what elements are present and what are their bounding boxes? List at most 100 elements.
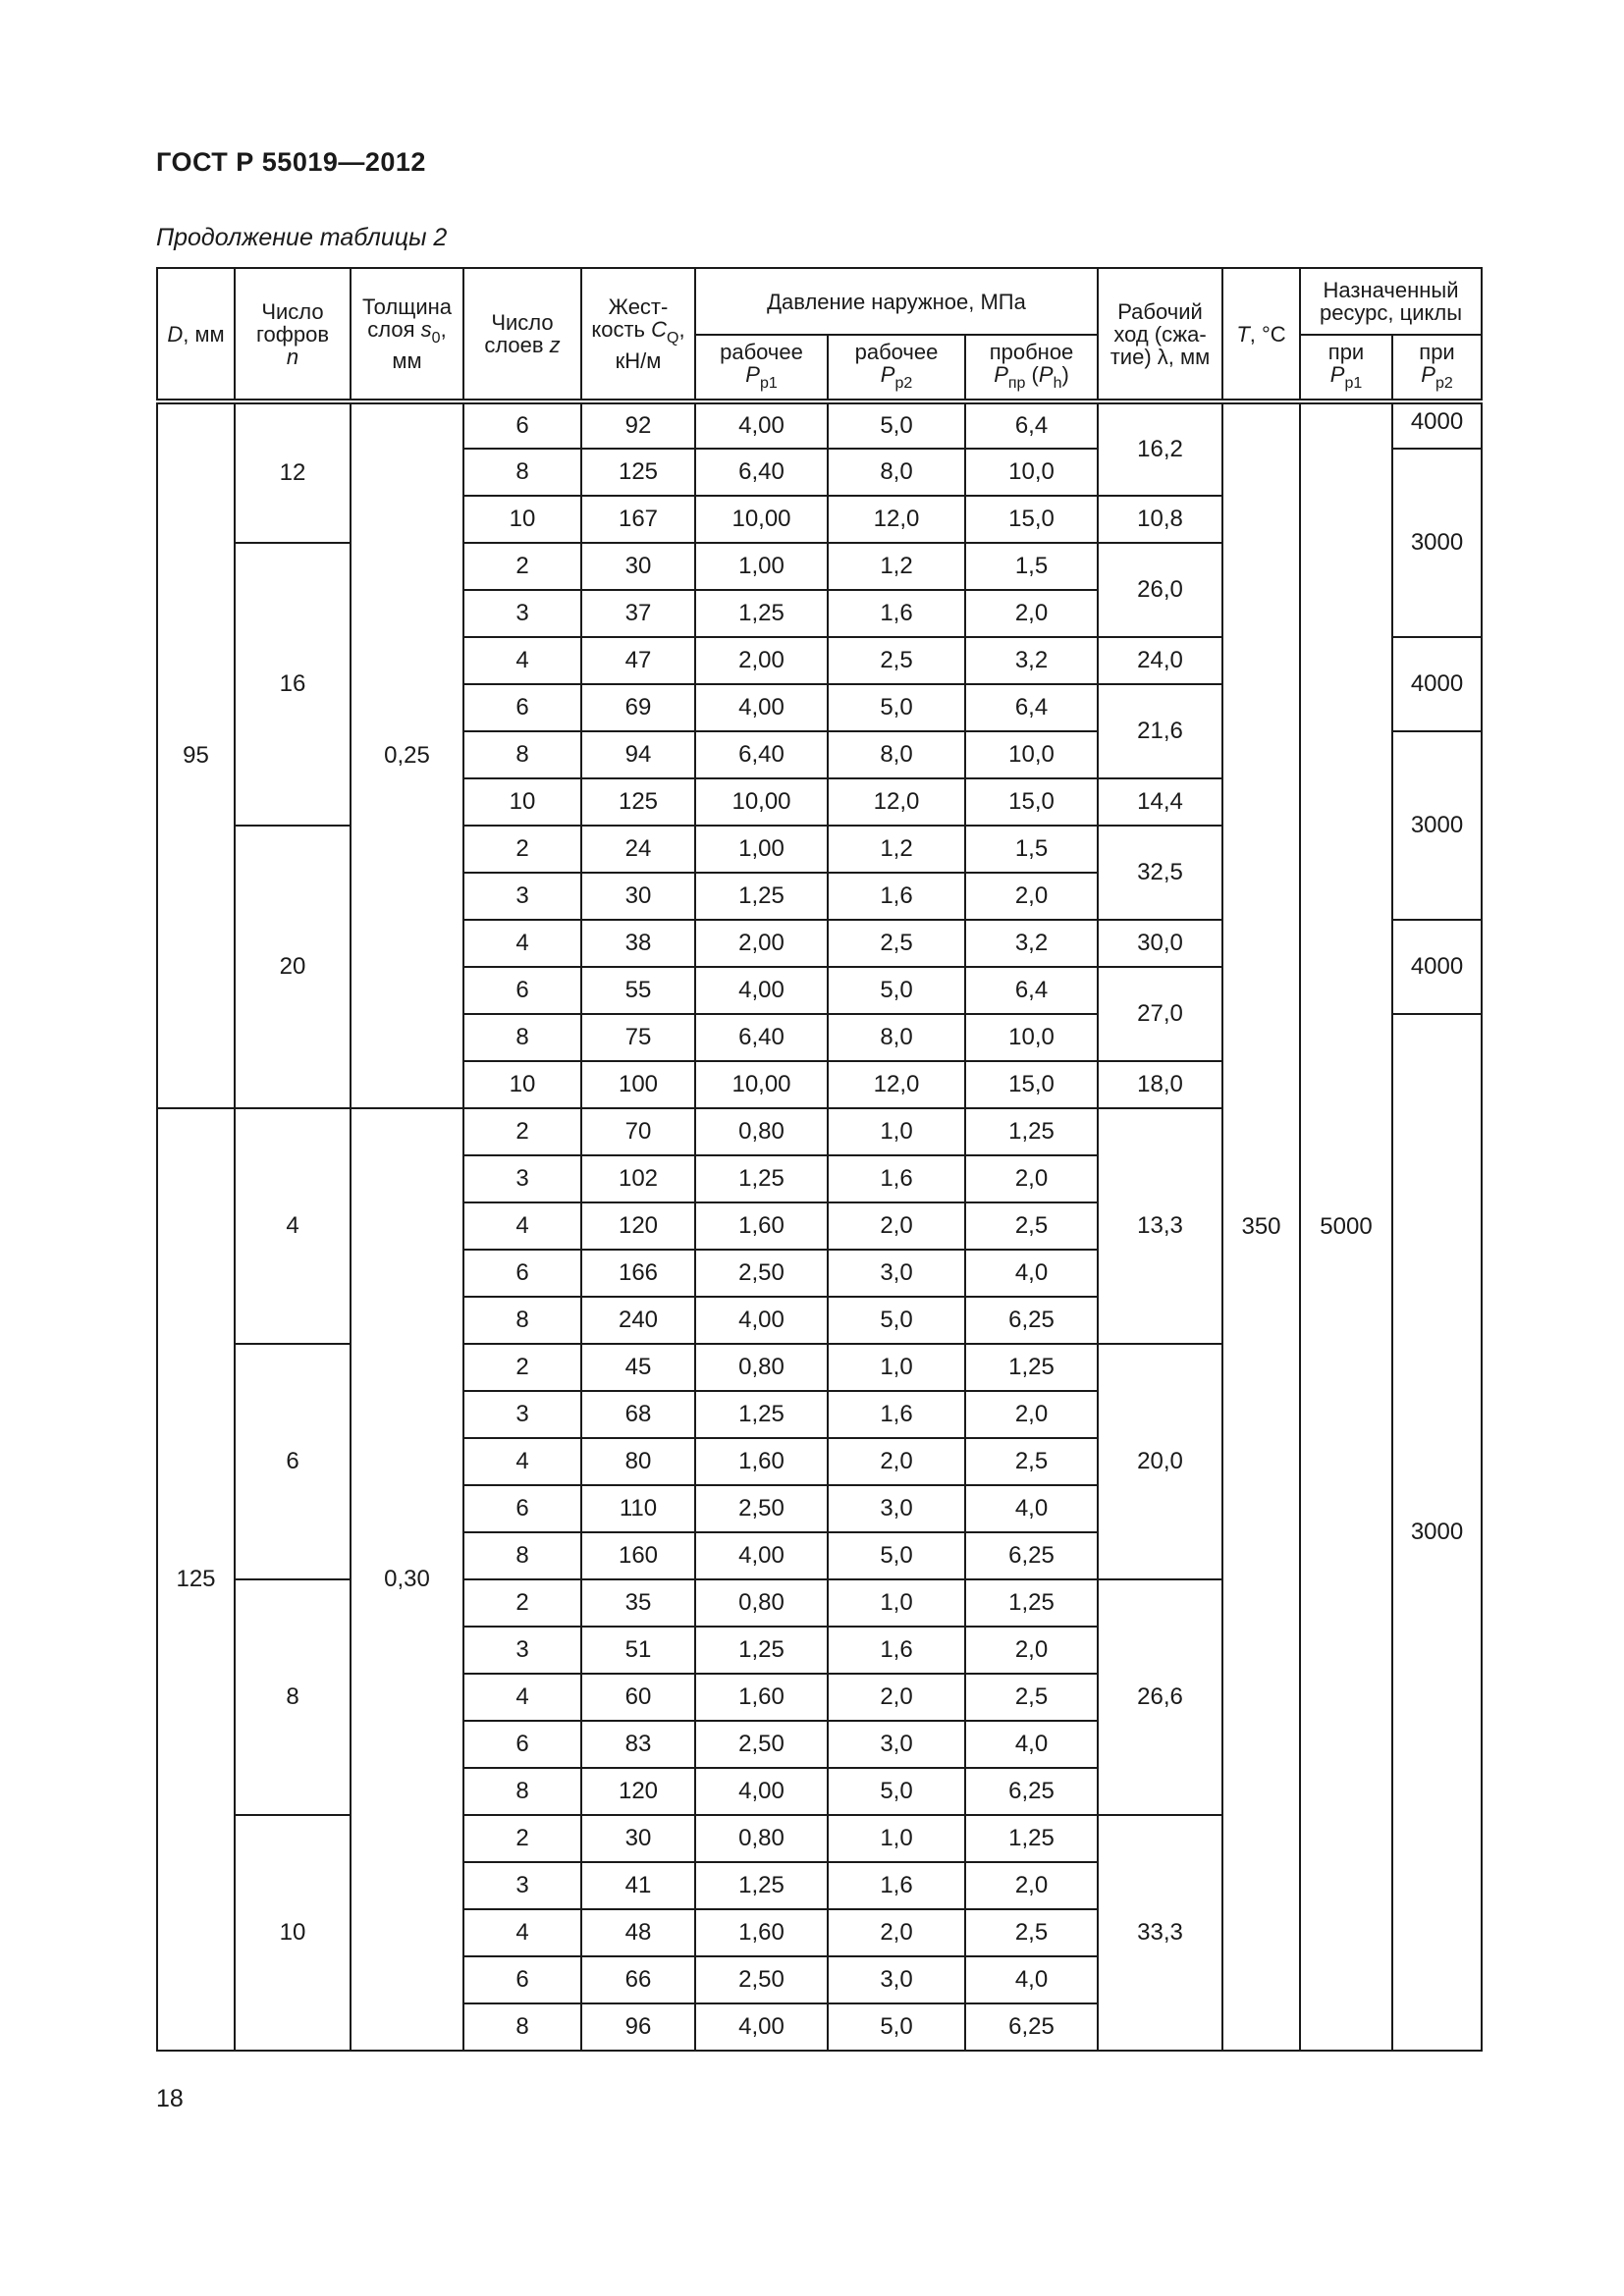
table-row: 3 30 1,25 1,6 2,0 xyxy=(157,872,1482,921)
pressure-test-cell: 2,0 xyxy=(964,589,1099,638)
table-row: 20 2 24 1,00 1,2 1,5 32,5 xyxy=(157,825,1482,1109)
pressure-p1-cell: 4,00 xyxy=(694,1531,829,1580)
stiffness-cell: 70 xyxy=(580,1107,696,1156)
resource-p2-cell: 4000 xyxy=(1390,636,1484,732)
stiffness-cell: 30 xyxy=(580,542,696,591)
header-resource-p1: при Pр1 xyxy=(1299,334,1393,404)
table-row: 3 102 1,25 1,6 2,0 xyxy=(157,1154,1482,1203)
resource-p2-cell: 3000 xyxy=(1390,1013,1484,2052)
pressure-test-cell: 2,0 xyxy=(964,1154,1099,1203)
pressure-p2-cell: 3,0 xyxy=(827,1249,966,1298)
pressure-p2-cell: 1,6 xyxy=(827,1861,966,1910)
pressure-test-cell: 1,5 xyxy=(964,542,1099,591)
table-row: 125 4 0,30 2 70 0,80 1,0 1,25 13,3 xyxy=(156,1107,1482,2052)
pressure-p1-cell: 4,00 xyxy=(694,1296,829,1345)
stroke-cell: 27,0 xyxy=(1097,966,1223,1062)
layers-cell: 4 xyxy=(462,1201,582,1251)
stiffness-cell: 38 xyxy=(580,919,696,968)
resource-p2-cell: 3000 xyxy=(1390,448,1484,638)
pressure-p2-cell: 1,6 xyxy=(827,589,966,638)
layers-cell: 3 xyxy=(462,1861,582,1910)
layers-cell: 8 xyxy=(462,2002,582,2052)
layers-cell: 3 xyxy=(462,589,582,638)
resource-p1-cell: 5000 xyxy=(1299,400,1393,2052)
table-row: 3 37 1,25 1,6 2,0 xyxy=(157,589,1482,638)
pressure-p2-cell: 1,6 xyxy=(827,1390,966,1439)
stiffness-cell: 60 xyxy=(580,1673,696,1722)
pressure-p1-cell: 1,60 xyxy=(694,1908,829,1957)
pressure-p1-cell: 0,80 xyxy=(694,1343,829,1392)
thickness-cell: 0,30 xyxy=(350,1107,464,2052)
pressure-p2-cell: 3,0 xyxy=(827,1484,966,1533)
pressure-p2-cell: 5,0 xyxy=(827,2002,966,2052)
pressure-p2-cell: 2,0 xyxy=(827,1437,966,1486)
pressure-test-cell: 6,4 xyxy=(964,683,1099,732)
pressure-p1-cell: 10,00 xyxy=(694,495,829,544)
pressure-p2-cell: 1,0 xyxy=(827,1343,966,1392)
header-diameter: D, мм xyxy=(156,267,236,404)
table-row: 8 160 4,00 5,0 6,25 xyxy=(157,1531,1482,1580)
pressure-p1-cell: 10,00 xyxy=(694,1060,829,1109)
corrugations-cell: 12 xyxy=(234,400,352,544)
pressure-test-cell: 2,0 xyxy=(964,1626,1099,1675)
header-stiffness: Жест-кость CQ, кН/м xyxy=(580,267,696,404)
header-temperature: T, °С xyxy=(1221,267,1301,404)
pressure-test-cell: 6,4 xyxy=(964,966,1099,1015)
layers-cell: 8 xyxy=(462,730,582,779)
pressure-p1-cell: 1,60 xyxy=(694,1201,829,1251)
thickness-cell: 0,25 xyxy=(350,400,464,1109)
table-row: 3 41 1,25 1,6 2,0 xyxy=(157,1861,1482,1910)
layers-cell: 2 xyxy=(462,825,582,874)
stiffness-cell: 167 xyxy=(580,495,696,544)
pressure-test-cell: 4,0 xyxy=(964,1484,1099,1533)
layers-cell: 6 xyxy=(462,966,582,1015)
layers-cell: 8 xyxy=(462,1767,582,1816)
pressure-test-cell: 4,0 xyxy=(964,1249,1099,1298)
stiffness-cell: 45 xyxy=(580,1343,696,1392)
pressure-p1-cell: 4,00 xyxy=(694,1767,829,1816)
stroke-cell: 13,3 xyxy=(1097,1107,1223,1345)
stiffness-cell: 24 xyxy=(580,825,696,874)
stiffness-cell: 102 xyxy=(580,1154,696,1203)
pressure-p1-cell: 1,00 xyxy=(694,542,829,591)
table-row: 6 66 2,50 3,0 4,0 xyxy=(157,1955,1482,2004)
stiffness-cell: 30 xyxy=(580,872,696,921)
table-row: 4 120 1,60 2,0 2,5 xyxy=(157,1201,1482,1251)
pressure-p2-cell: 2,0 xyxy=(827,1908,966,1957)
header-stroke: Рабочий ход (сжа-тие) λ, мм xyxy=(1097,267,1223,404)
stroke-cell: 14,4 xyxy=(1097,777,1223,827)
pressure-p1-cell: 6,40 xyxy=(694,1013,829,1062)
pressure-p2-cell: 5,0 xyxy=(827,966,966,1015)
pressure-p1-cell: 4,00 xyxy=(694,966,829,1015)
pressure-p1-cell: 2,50 xyxy=(694,1484,829,1533)
layers-cell: 8 xyxy=(462,1531,582,1580)
header-ppr: пробное Pпр (Ph) xyxy=(964,334,1099,404)
table-row: 8 75 6,40 8,0 10,0 3000 xyxy=(157,1013,1484,2052)
pressure-p2-cell: 5,0 xyxy=(827,1767,966,1816)
layers-cell: 4 xyxy=(462,636,582,685)
pressure-test-cell: 6,25 xyxy=(964,1767,1099,1816)
pressure-test-cell: 2,0 xyxy=(964,1861,1099,1910)
stiffness-cell: 55 xyxy=(580,966,696,1015)
stroke-cell: 26,6 xyxy=(1097,1578,1223,1816)
stiffness-cell: 120 xyxy=(580,1201,696,1251)
resource-p2-cell: 4000 xyxy=(1390,919,1484,1015)
pressure-test-cell: 3,2 xyxy=(964,919,1099,968)
stiffness-cell: 80 xyxy=(580,1437,696,1486)
layers-cell: 8 xyxy=(462,1013,582,1062)
table-row: 10 2 30 0,80 1,0 1,25 33,3 xyxy=(157,1814,1482,2052)
resource-p2-cell: 4000 xyxy=(1390,400,1484,450)
layers-cell: 3 xyxy=(462,872,582,921)
pressure-test-cell: 3,2 xyxy=(964,636,1099,685)
layers-cell: 3 xyxy=(462,1626,582,1675)
stroke-cell: 20,0 xyxy=(1097,1343,1223,1580)
layers-cell: 6 xyxy=(462,683,582,732)
pressure-test-cell: 2,0 xyxy=(964,872,1099,921)
layers-cell: 6 xyxy=(462,400,582,450)
pressure-test-cell: 6,4 xyxy=(964,400,1099,450)
layers-cell: 10 xyxy=(462,777,582,827)
pressure-p1-cell: 1,60 xyxy=(694,1437,829,1486)
stiffness-cell: 125 xyxy=(580,777,696,827)
stiffness-cell: 92 xyxy=(580,400,696,450)
table-row: 10 100 10,00 12,0 15,0 18,0 xyxy=(157,1060,1482,1109)
